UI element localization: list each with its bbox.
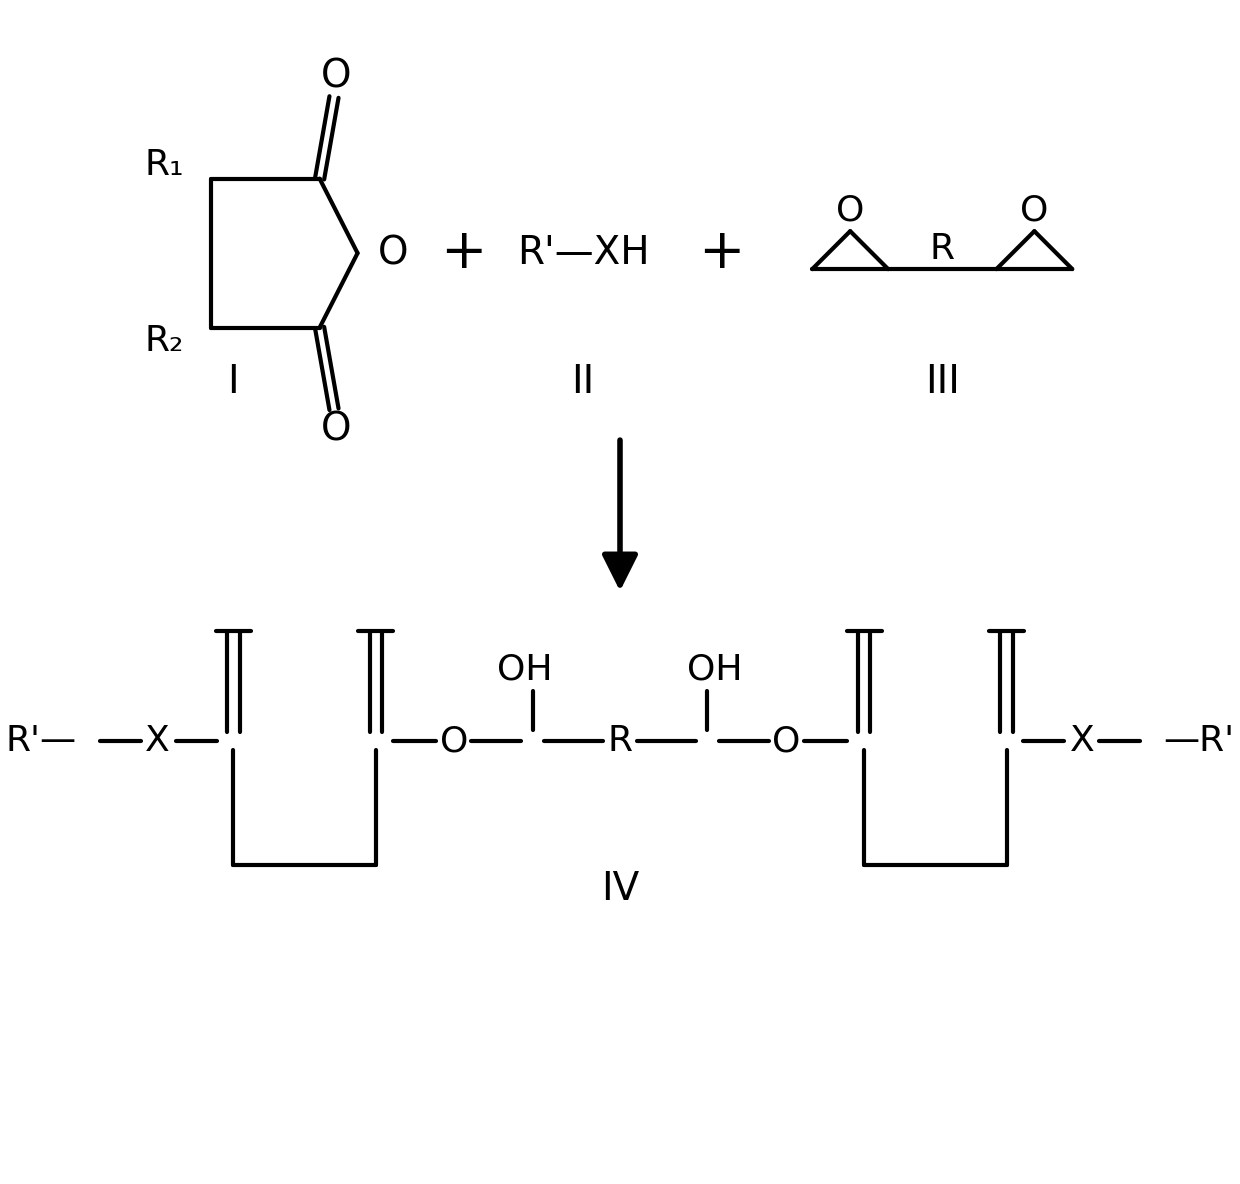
Text: R₁: R₁ bbox=[144, 148, 184, 182]
Text: R: R bbox=[930, 232, 955, 266]
Text: R'—XH: R'—XH bbox=[517, 234, 650, 272]
Text: II: II bbox=[572, 363, 595, 401]
Text: +: + bbox=[440, 226, 487, 281]
Text: I: I bbox=[227, 363, 239, 401]
Text: III: III bbox=[925, 363, 960, 401]
Text: IV: IV bbox=[601, 869, 639, 907]
Text: X: X bbox=[145, 725, 170, 758]
Text: X: X bbox=[1070, 725, 1095, 758]
Text: O: O bbox=[378, 234, 408, 272]
Text: O: O bbox=[321, 411, 351, 449]
Text: R₂: R₂ bbox=[144, 324, 184, 359]
Text: OH: OH bbox=[687, 652, 743, 687]
Text: R: R bbox=[608, 725, 632, 758]
Text: +: + bbox=[698, 226, 744, 281]
Text: O: O bbox=[321, 58, 351, 96]
Text: —R': —R' bbox=[1163, 725, 1234, 758]
Text: R'—: R'— bbox=[6, 725, 77, 758]
Text: O: O bbox=[836, 194, 864, 227]
Text: O: O bbox=[771, 725, 800, 758]
Text: O: O bbox=[1021, 194, 1049, 227]
Text: OH: OH bbox=[497, 652, 553, 687]
Text: O: O bbox=[440, 725, 469, 758]
